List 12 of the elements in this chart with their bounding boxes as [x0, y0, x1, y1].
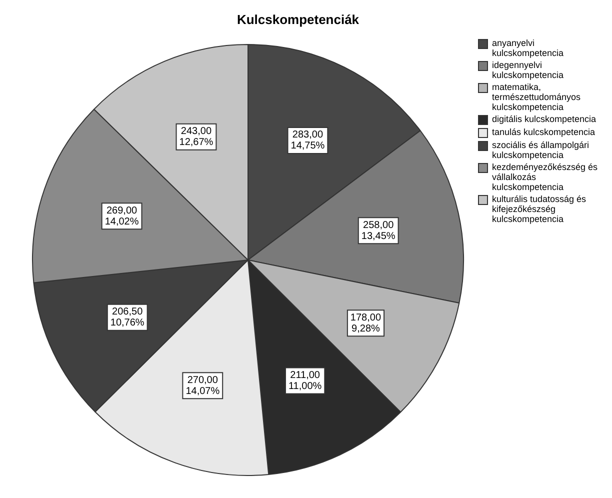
data-label: 211,00 11,00% [288, 370, 322, 392]
legend-label: kulturális tudatosság és kifejezőkészség kulcskompetencia [492, 194, 588, 224]
data-label: 258,00 13,45% [361, 220, 396, 242]
chart-title: Kulcskompetenciák [236, 12, 360, 27]
data-label: 283,00 14,75% [290, 130, 325, 152]
legend-label: tanulás kulcskompetencia [492, 127, 596, 137]
legend-label: digitális kulcskompetencia [492, 114, 596, 124]
data-label: 269,00 14,02% [104, 205, 139, 228]
data-label: 178,00 9,28% [350, 312, 382, 334]
data-label: 206,50 10,76% [110, 306, 144, 329]
data-label: 243,00 12,67% [179, 126, 214, 148]
data-label: 270,00 14,07% [186, 374, 220, 397]
